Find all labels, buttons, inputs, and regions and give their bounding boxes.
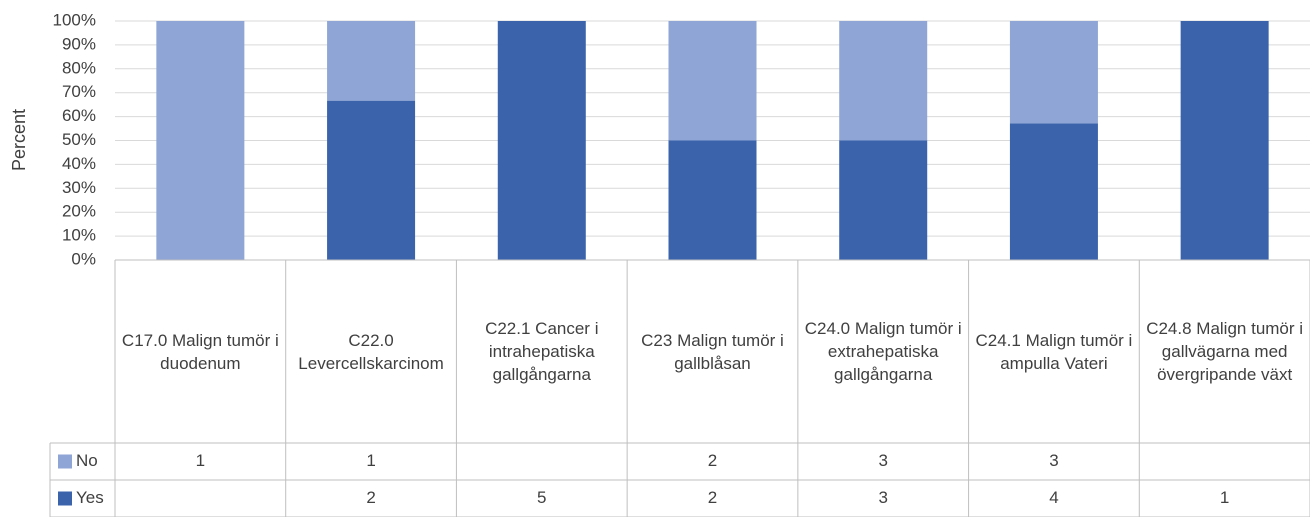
bar-segment (1180, 21, 1269, 260)
category-cell: C24.1 Malign tumör i ampulla Vateri (975, 330, 1133, 373)
y-tick-label: 60% (62, 106, 96, 125)
y-tick-label: 40% (62, 154, 96, 173)
bar-segment (1009, 21, 1098, 124)
bar-segment (1009, 123, 1098, 260)
y-tick-label: 70% (62, 82, 96, 101)
y-tick-label: 30% (62, 178, 96, 197)
legend-label: Yes (76, 488, 104, 507)
x-tick-label: C24.8 Malign tumör i gallvägarna med öve… (1146, 319, 1304, 384)
table-value: 2 (708, 451, 717, 470)
x-tick-label: C23 Malign tumör i gallblåsan (641, 330, 784, 373)
legend-key (58, 491, 72, 506)
category-cell: C22.0 Levercellskarcinom (298, 330, 444, 373)
table-value: 3 (878, 488, 887, 507)
table-value: 5 (537, 488, 546, 507)
legend-key (58, 454, 72, 469)
table-value: 1 (366, 451, 375, 470)
table-value: 3 (1049, 451, 1058, 470)
bar-segment (327, 100, 416, 261)
bar-segment (839, 140, 928, 260)
y-axis-label: Percent (9, 109, 29, 171)
y-tick-label: 100% (53, 10, 96, 29)
y-tick-label: 10% (62, 226, 96, 245)
legend-label: No (76, 451, 98, 470)
x-tick-label: C24.1 Malign tumör i ampulla Vateri (975, 330, 1133, 373)
bar-segment (327, 21, 416, 101)
x-tick-label: C22.1 Cancer i intrahepatiska gallgångar… (485, 319, 599, 384)
table-value: 2 (708, 488, 717, 507)
table-value: 2 (366, 488, 375, 507)
y-tick-label: 0% (71, 249, 96, 268)
x-tick-label: C17.0 Malign tumör i duodenum (121, 330, 279, 373)
y-tick-label: 20% (62, 202, 96, 221)
category-cell: C23 Malign tumör i gallblåsan (641, 330, 784, 373)
category-cell: C17.0 Malign tumör i duodenum (121, 330, 279, 373)
x-tick-label: C22.0 Levercellskarcinom (298, 330, 444, 373)
y-tick-label: 50% (62, 130, 96, 149)
category-cell: C24.0 Malign tumör i extrahepatiska gall… (804, 319, 962, 384)
x-tick-label: C24.0 Malign tumör i extrahepatiska gall… (804, 319, 962, 384)
bar-segment (668, 140, 757, 260)
bar-segment (839, 21, 928, 141)
table-value: 3 (878, 451, 887, 470)
category-cell: C22.1 Cancer i intrahepatiska gallgångar… (485, 319, 599, 384)
bar-segment (668, 21, 757, 141)
table-value: 1 (1220, 488, 1229, 507)
y-tick-label: 80% (62, 58, 96, 77)
category-cell: C24.8 Malign tumör i gallvägarna med öve… (1146, 319, 1304, 384)
y-tick-label: 90% (62, 34, 96, 53)
table-value: 4 (1049, 488, 1058, 507)
bar-segment (497, 21, 586, 260)
bar-segment (156, 21, 245, 260)
table-value: 1 (196, 451, 205, 470)
